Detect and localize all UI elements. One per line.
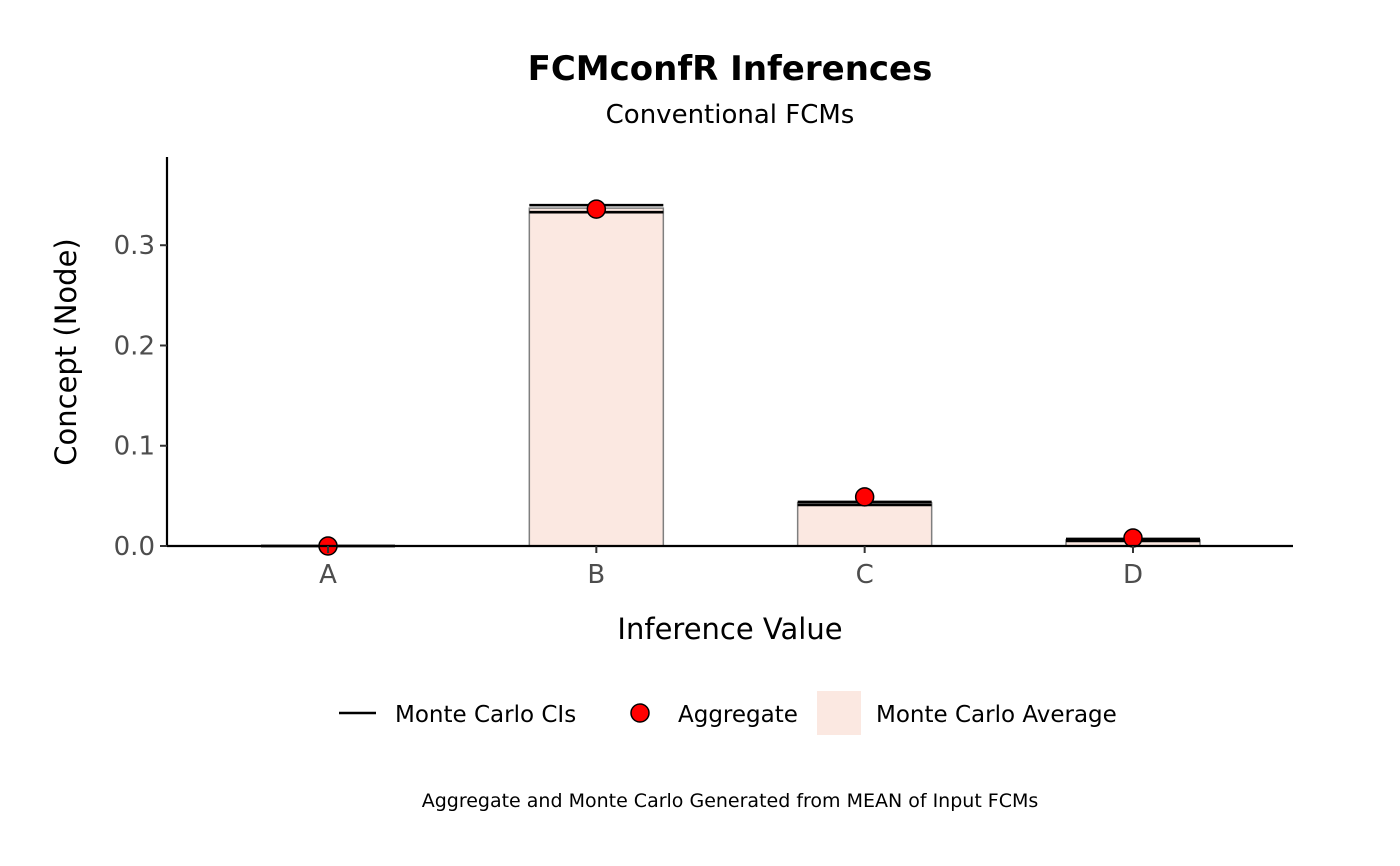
x-tick-label: C (856, 560, 874, 590)
points-layer (318, 199, 1143, 556)
point-aggregate-D (1123, 528, 1143, 548)
y-tick-label: 0.3 (114, 231, 155, 261)
bar-C (796, 502, 933, 547)
x-ticks: A B C D (319, 546, 1143, 590)
chart-caption: Aggregate and Monte Carlo Generated from… (422, 790, 1039, 812)
y-tick-label: 0.2 (114, 331, 155, 361)
legend: Monte Carlo CIs Aggregate Monte Carlo Av… (339, 691, 1117, 735)
x-tick-label: D (1123, 560, 1143, 590)
errorbars-layer (261, 203, 1200, 548)
y-tick-label: 0.1 (114, 432, 155, 462)
point-aggregate-B (586, 199, 607, 219)
y-axis-title: Concept (Node) (49, 238, 83, 465)
chart-title: FCMconfR Inferences (528, 49, 933, 89)
legend-average-label: Monte Carlo Average (876, 702, 1117, 728)
legend-aggregate-key (630, 703, 650, 723)
chart-subtitle: Conventional FCMs (606, 100, 855, 130)
y-tick-label: 0.0 (114, 532, 155, 562)
x-axis-title: Inference Value (617, 612, 842, 646)
legend-aggregate-label: Aggregate (678, 702, 798, 728)
point-aggregate-C (854, 487, 875, 507)
x-tick-label: A (319, 560, 337, 590)
y-ticks: 0.0 0.1 0.2 0.3 (114, 231, 167, 562)
bar-B (528, 207, 665, 547)
legend-average-key (817, 691, 861, 735)
bars-layer (528, 207, 1201, 547)
x-tick-label: B (587, 560, 605, 590)
legend-ci-label: Monte Carlo CIs (395, 702, 576, 728)
